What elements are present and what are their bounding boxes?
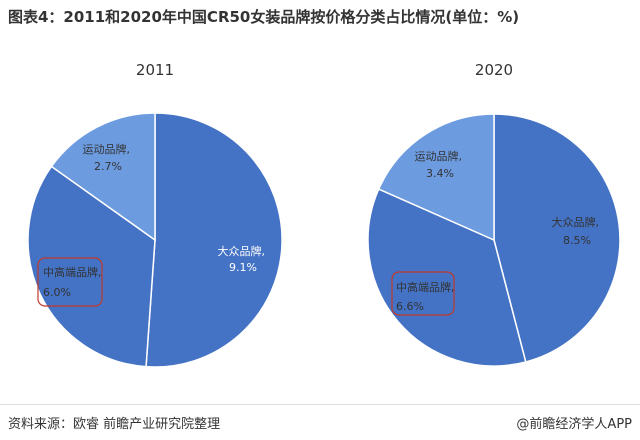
figure-title: 图表4：2011和2020年中国CR50女装品牌按价格分类占比情况(单位：%) xyxy=(8,8,520,26)
slice-label-sports-2011: 运动品牌, 2.7% xyxy=(83,142,134,173)
source-note: 资料来源：欧睿 前瞻产业研究院整理 xyxy=(8,417,221,432)
pie-title-2020: 2020 xyxy=(475,61,513,79)
slice-value-midhigh-2011: 6.0% xyxy=(43,286,71,299)
slice-label-mass-2020: 大众品牌, 8.5% xyxy=(552,215,603,247)
slice-label-sports-2020: 运动品牌, 3.4% xyxy=(415,149,466,180)
slice-value-mass-2020: 8.5% xyxy=(563,234,591,247)
slice-name-midhigh-2011: 中高端品牌, xyxy=(43,265,102,279)
slice-value-sports-2011: 2.7% xyxy=(94,160,122,173)
slice-label-midhigh-2020: 中高端品牌, 6.6% xyxy=(396,280,458,313)
pie-slice-sports-2011 xyxy=(50,112,156,242)
slice-value-sports-2020: 3.4% xyxy=(426,167,454,180)
pie-slice-midhigh-2011 xyxy=(27,165,156,368)
pie-slices-2011 xyxy=(27,112,283,368)
slice-label-mass-2011: 大众品牌, 9.1% xyxy=(218,244,269,274)
slice-label-midhigh-2011: 中高端品牌, 6.0% xyxy=(43,265,105,299)
slice-name-mass-2011: 大众品牌, xyxy=(218,244,266,258)
highlight-box-2020 xyxy=(391,271,455,316)
slice-value-mass-2011: 9.1% xyxy=(229,261,257,274)
pie-slice-mass-2020 xyxy=(493,113,621,363)
slice-name-sports-2011: 运动品牌, xyxy=(83,142,131,156)
highlight-box-2011 xyxy=(37,257,103,307)
pie-charts: 2011 大众品牌, 9.1% 中高端品牌, 6.0% 运动品牌, 2.7% 2… xyxy=(27,61,621,368)
slice-name-mass-2020: 大众品牌, xyxy=(552,215,600,229)
pie-slices-2020 xyxy=(367,113,621,367)
pie-chart-2011: 2011 大众品牌, 9.1% 中高端品牌, 6.0% 运动品牌, 2.7% xyxy=(27,61,283,368)
slice-name-midhigh-2020: 中高端品牌, xyxy=(396,280,455,294)
pie-chart-2020: 2020 大众品牌, 8.5% 中高端品牌, 6.6% 运动品牌, 3.4% xyxy=(367,61,621,367)
brand-credit: @前瞻经济学人APP xyxy=(516,417,632,432)
pie-slice-midhigh-2020 xyxy=(367,188,527,367)
pie-slice-sports-2020 xyxy=(377,113,495,242)
pie-slice-mass-2011 xyxy=(145,112,283,368)
footer: 资料来源：欧睿 前瞻产业研究院整理 @前瞻经济学人APP xyxy=(0,404,640,440)
pie-title-2011: 2011 xyxy=(136,61,174,79)
slice-name-sports-2020: 运动品牌, xyxy=(415,149,463,163)
slice-value-midhigh-2020: 6.6% xyxy=(396,300,424,313)
